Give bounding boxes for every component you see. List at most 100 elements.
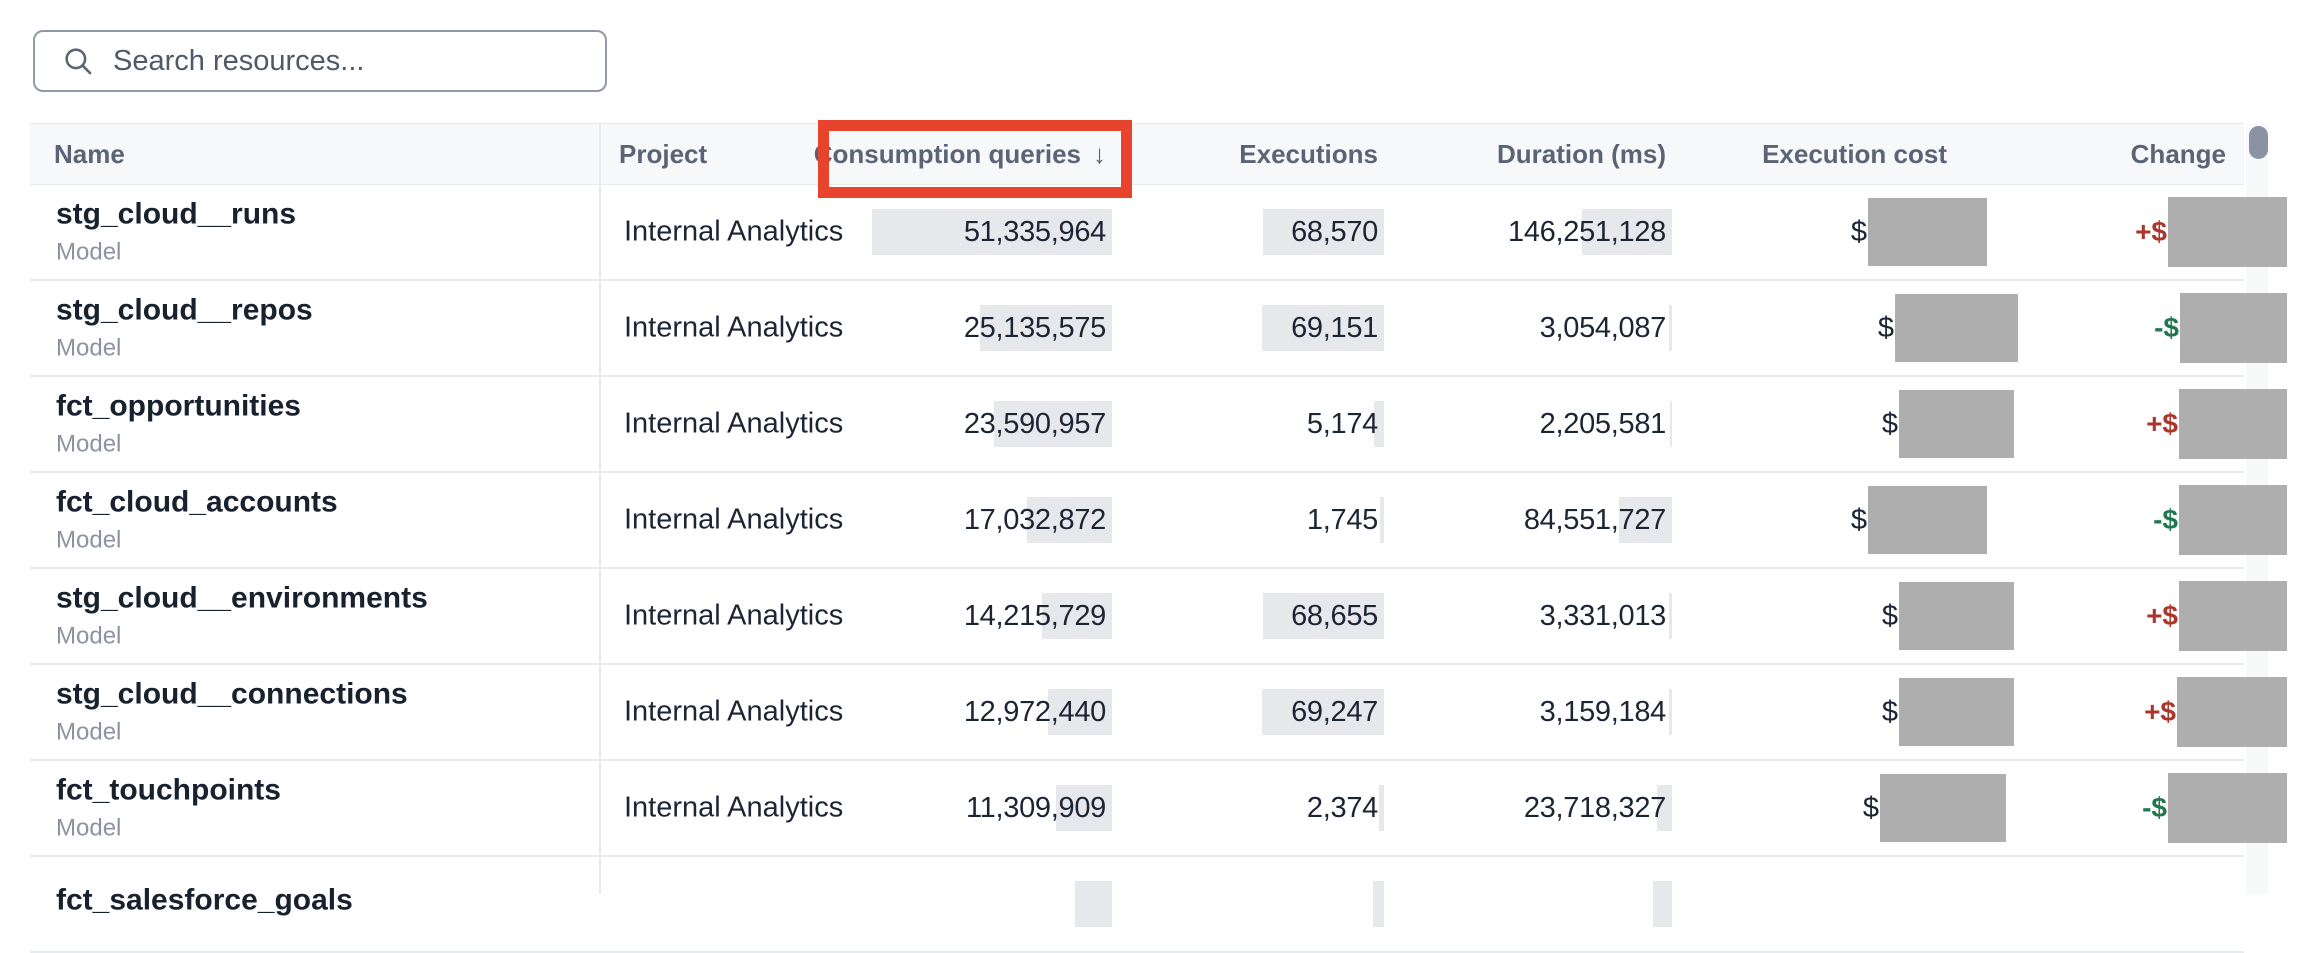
- resources-table: Name Project Consumption queries ↓ Execu…: [30, 123, 2287, 953]
- table-row[interactable]: stg_cloud__repos Model Internal Analytic…: [30, 281, 2287, 377]
- duration-value-bar: [1670, 401, 1672, 447]
- resource-name[interactable]: fct_cloud_accounts: [56, 485, 338, 519]
- project-cell: Internal Analytics: [624, 599, 844, 632]
- executions-cell: 1,745: [958, 473, 1384, 567]
- duration-value-bar: [1619, 497, 1672, 543]
- change-cell: -$: [1987, 473, 2287, 567]
- cost-currency-prefix: $: [1862, 791, 1879, 824]
- executions-cell: 69,151: [958, 281, 1384, 375]
- table-header-row: Name Project Consumption queries ↓ Execu…: [30, 123, 2244, 185]
- change-sign-prefix: +$: [2146, 408, 2178, 439]
- project-cell: Internal Analytics: [624, 503, 844, 536]
- consumption-queries-cell: 14,215,729: [686, 569, 1112, 663]
- executions-value-bar: [1263, 593, 1384, 639]
- execution-cost-cell: $: [1658, 569, 2018, 663]
- executions-value: 2,374: [1306, 791, 1378, 824]
- vertical-scrollbar-thumb[interactable]: [2249, 126, 2268, 159]
- change-cell: +$: [1987, 185, 2287, 279]
- executions-cell: 68,655: [958, 569, 1384, 663]
- consumption-value: 11,309,909: [966, 791, 1106, 824]
- executions-cell: 2,374: [958, 761, 1384, 855]
- executions-value: 69,151: [1291, 311, 1378, 344]
- executions-value-bar: [1379, 785, 1384, 831]
- cost-currency-prefix: $: [1881, 695, 1898, 728]
- executions-value-bar: [1374, 401, 1384, 447]
- duration-cell: 2,205,581: [1246, 377, 1672, 471]
- table-row[interactable]: stg_cloud__connections Model Internal An…: [30, 665, 2287, 761]
- redacted-cost-value: [1868, 486, 1987, 554]
- column-header-duration[interactable]: Duration (ms): [1497, 138, 1666, 169]
- consumption-value: 23,590,957: [963, 407, 1106, 440]
- name-cell: stg_cloud__runs Model: [56, 198, 296, 267]
- cost-currency-prefix: $: [1881, 407, 1898, 440]
- executions-value: 69,247: [1291, 695, 1378, 728]
- execution-cost-cell: $: [1658, 377, 2018, 471]
- change-sign-prefix: -$: [2142, 792, 2167, 823]
- resource-name[interactable]: stg_cloud__environments: [56, 581, 428, 615]
- duration-cell: 3,331,013: [1246, 569, 1672, 663]
- consumption-value-bar: [980, 305, 1112, 351]
- executions-value-bar: [1262, 689, 1384, 735]
- redacted-cost-value: [1895, 294, 2018, 362]
- redacted-change-value: [2179, 389, 2287, 459]
- project-cell: Internal Analytics: [624, 407, 844, 440]
- change-cell: -$: [1987, 761, 2287, 855]
- table-row[interactable]: fct_cloud_accounts Model Internal Analyt…: [30, 473, 2287, 569]
- search-input[interactable]: [113, 44, 593, 78]
- column-header-consumption-label: Consumption queries: [813, 138, 1081, 169]
- duration-value: 2,205,581: [1539, 407, 1667, 440]
- project-cell: Internal Analytics: [624, 695, 844, 728]
- duration-cell: 146,251,128: [1246, 185, 1672, 279]
- duration-value: 84,551,727: [1523, 503, 1666, 536]
- executions-cell: 68,570: [958, 185, 1384, 279]
- name-cell: fct_salesforce_goals: [56, 884, 353, 925]
- resource-name[interactable]: stg_cloud__repos: [56, 293, 313, 327]
- redacted-change-value: [2179, 485, 2287, 555]
- duration-value: 23,718,327: [1523, 791, 1666, 824]
- column-header-change[interactable]: Change: [2130, 138, 2226, 169]
- consumption-value-bar: [1048, 689, 1112, 735]
- table-body: stg_cloud__runs Model Internal Analytics…: [30, 185, 2287, 953]
- resource-name[interactable]: stg_cloud__runs: [56, 197, 297, 231]
- table-row[interactable]: fct_salesforce_goals: [30, 857, 2244, 953]
- change-sign-prefix: -$: [2154, 312, 2179, 343]
- resource-name[interactable]: stg_cloud__connections: [56, 677, 408, 711]
- column-header-name[interactable]: Name: [54, 138, 125, 169]
- column-header-consumption-queries[interactable]: Consumption queries ↓: [814, 124, 1106, 184]
- table-row[interactable]: fct_touchpoints Model Internal Analytics…: [30, 761, 2287, 857]
- executions-value-bar: [1263, 209, 1384, 255]
- duration-cell: 3,159,184: [1246, 665, 1672, 759]
- change-cell: +$: [1987, 377, 2287, 471]
- change-sign-prefix: +$: [2135, 216, 2167, 247]
- column-header-project[interactable]: Project: [619, 138, 708, 169]
- change-cell: +$: [1987, 569, 2287, 663]
- consumption-value-bar: [994, 401, 1112, 447]
- table-row[interactable]: stg_cloud__environments Model Internal A…: [30, 569, 2287, 665]
- resource-name[interactable]: fct_salesforce_goals: [56, 883, 353, 917]
- cost-currency-prefix: $: [1877, 311, 1894, 344]
- consumption-queries-cell: 12,972,440: [686, 665, 1112, 759]
- consumption-queries-cell: 23,590,957: [686, 377, 1112, 471]
- executions-value-bar: [1380, 497, 1384, 543]
- resource-name[interactable]: fct_opportunities: [56, 389, 301, 423]
- table-row[interactable]: stg_cloud__runs Model Internal Analytics…: [30, 185, 2287, 281]
- table-row[interactable]: fct_opportunities Model Internal Analyti…: [30, 377, 2287, 473]
- search-box[interactable]: [33, 30, 607, 92]
- resource-type-label: Model: [56, 334, 122, 362]
- project-cell: Internal Analytics: [624, 311, 844, 344]
- name-project-column-divider: [599, 123, 601, 894]
- column-header-executions[interactable]: Executions: [1239, 138, 1378, 169]
- column-header-execution-cost[interactable]: Execution cost: [1762, 138, 1947, 169]
- resource-type-label: Model: [56, 622, 122, 650]
- consumption-queries-cell: 25,135,575: [686, 281, 1112, 375]
- executions-value: 5,174: [1306, 407, 1378, 440]
- execution-cost-cell: $: [1658, 665, 2018, 759]
- resource-name[interactable]: fct_touchpoints: [56, 773, 281, 807]
- executions-value: 1,745: [1306, 503, 1378, 536]
- redacted-change-value: [2168, 197, 2287, 267]
- duration-value: 146,251,128: [1508, 215, 1666, 248]
- consumption-value-bar: [1056, 785, 1112, 831]
- execution-cost-cell: [1658, 857, 2018, 951]
- consumption-queries-cell: 17,032,872: [686, 473, 1112, 567]
- duration-value: 3,159,184: [1539, 695, 1667, 728]
